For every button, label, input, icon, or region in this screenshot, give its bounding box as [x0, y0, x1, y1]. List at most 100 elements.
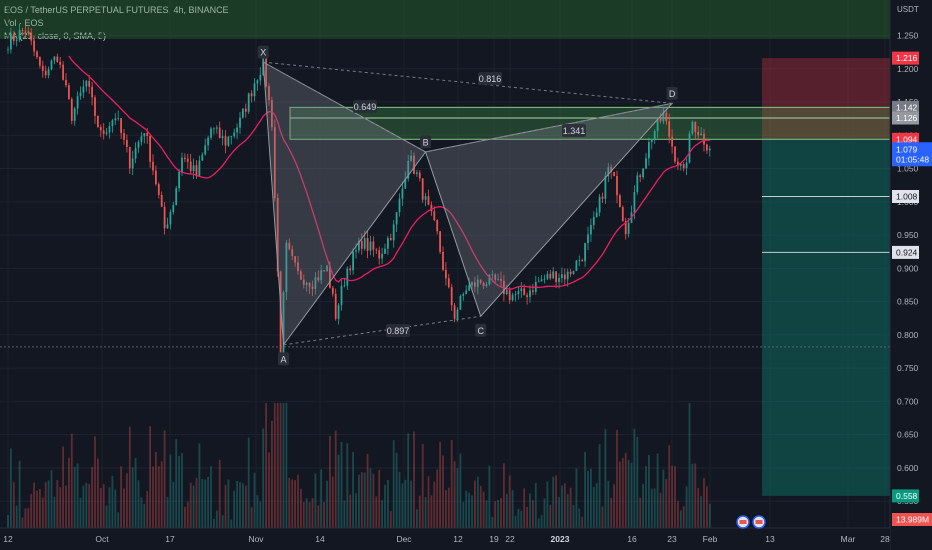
volume-bar: [99, 488, 102, 528]
volume-bar: [268, 452, 270, 528]
volume-bar: [549, 504, 552, 528]
volume-bar: [413, 431, 415, 528]
volume-bar: [123, 488, 125, 528]
volume-bar: [102, 484, 105, 528]
volume-bar: [572, 505, 575, 528]
candle-body: [247, 93, 250, 112]
volume-bar: [416, 509, 418, 528]
candle-body: [682, 164, 685, 169]
price-tick: 0.900: [897, 263, 919, 273]
candle-body: [218, 127, 221, 139]
volume-bar: [462, 502, 465, 528]
candle-body: [378, 250, 381, 259]
candle-body: [178, 171, 180, 189]
ratio-label-bg: [386, 324, 410, 337]
candle-body: [372, 241, 375, 250]
candle-body: [242, 108, 244, 118]
candle-body: [126, 139, 128, 148]
volume-bar: [352, 452, 354, 528]
legend-volume[interactable]: Vol · EOS: [4, 18, 44, 28]
candle-body: [587, 234, 589, 244]
volume-bar: [488, 465, 491, 528]
volume-bar: [163, 430, 166, 528]
candle-body: [15, 39, 18, 41]
volume-bar: [50, 470, 53, 528]
candle-body: [259, 74, 262, 81]
candle-body: [627, 222, 630, 235]
candle-body: [694, 121, 697, 132]
candle-body: [381, 253, 383, 259]
candle-body: [459, 295, 462, 310]
volume-bar: [511, 490, 514, 528]
candle-body: [94, 97, 96, 116]
volume-bar: [143, 503, 146, 528]
candle-body: [482, 282, 485, 287]
volume-bar: [648, 455, 650, 528]
candle-body: [523, 288, 526, 296]
volume-bar: [500, 498, 502, 528]
volume-bar: [160, 461, 163, 528]
volume-bar: [178, 455, 180, 528]
volume-bar: [537, 518, 540, 528]
ratio-label-bg: [353, 100, 377, 113]
volume-bar: [27, 508, 30, 528]
volume-bar: [201, 479, 204, 528]
candle-body: [404, 178, 407, 189]
candle-body: [355, 250, 357, 252]
candle-body: [82, 86, 85, 93]
volume-bar: [505, 493, 508, 528]
volume-bar: [430, 495, 433, 528]
candle-body: [581, 260, 584, 262]
pattern-triangle-xab: [262, 61, 427, 347]
candle-body: [566, 271, 569, 280]
volume-bar: [131, 467, 134, 528]
volume-bar: [540, 515, 543, 528]
volume-bar: [79, 497, 82, 528]
volume-bar: [706, 486, 708, 528]
candle-body: [706, 144, 708, 151]
point-label-bg: [666, 86, 678, 100]
candle-body: [520, 288, 523, 291]
candle-body: [549, 273, 552, 279]
candle-body: [497, 278, 499, 280]
candle-body: [360, 240, 363, 249]
volume-bar: [566, 494, 569, 528]
time-tick: 2023: [551, 534, 570, 544]
candle-body: [62, 64, 64, 80]
candle-body: [317, 277, 320, 281]
axis-unit: USDT: [897, 5, 919, 14]
candle-body: [445, 269, 447, 279]
candle-body: [50, 60, 53, 70]
candle-body: [395, 212, 398, 225]
candle-body: [592, 217, 595, 226]
volume-bar: [517, 508, 520, 528]
candle-body: [358, 240, 360, 251]
candle-body: [128, 147, 131, 169]
volume-bar: [262, 428, 265, 528]
candle-body: [685, 162, 688, 169]
volume-bar: [694, 463, 697, 528]
legend-symbol[interactable]: EOS / TetherUS PERPETUAL FUTURES, 4h, BI…: [4, 5, 229, 15]
volume-bar: [39, 489, 41, 528]
event-flag-icon-stripe: [739, 520, 747, 524]
chart-zones: [0, 0, 891, 496]
point-label-bg: [257, 45, 269, 59]
time-tick: Feb: [703, 534, 718, 544]
stop-price-tag-bg: [892, 51, 919, 65]
prz-zone: [289, 106, 891, 140]
volume-bar: [236, 481, 238, 528]
volume-bar: [105, 505, 108, 528]
candle-body: [70, 98, 73, 121]
candle-body: [99, 127, 102, 131]
candle-body: [546, 273, 549, 279]
volume-bar: [291, 479, 294, 528]
candle-body: [442, 251, 444, 270]
volume-bar: [619, 461, 621, 528]
candle-body: [268, 86, 270, 101]
candle-body: [575, 260, 578, 271]
volume-bar: [546, 481, 549, 528]
price-axis: USDT1.2501.2001.1501.1001.0501.0000.9500…: [889, 0, 932, 550]
volume-bar: [97, 458, 99, 528]
volume-bar: [543, 498, 546, 528]
